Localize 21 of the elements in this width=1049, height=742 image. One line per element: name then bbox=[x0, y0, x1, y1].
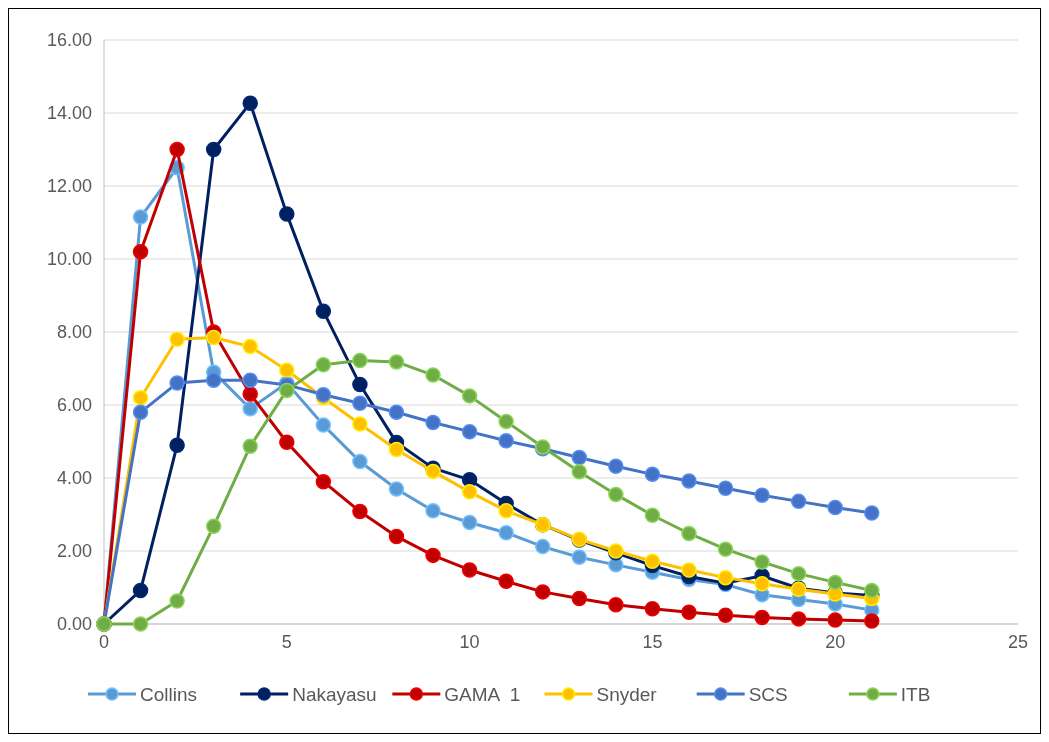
y-tick-label: 14.00 bbox=[46, 103, 92, 123]
y-tick-label: 12.00 bbox=[46, 176, 92, 196]
legend-label: ITB bbox=[900, 683, 931, 705]
x-tick-label: 5 bbox=[281, 632, 292, 652]
y-tick-label: 0.00 bbox=[56, 614, 92, 634]
y-tick-label: 4.00 bbox=[56, 468, 92, 488]
x-tick-label: 0 bbox=[98, 632, 110, 652]
y-tick-label: 10.00 bbox=[46, 249, 92, 269]
legend-label: GAMA 1 bbox=[444, 683, 521, 705]
x-tick-label: 20 bbox=[825, 632, 846, 652]
y-tick-label: 6.00 bbox=[56, 395, 92, 415]
legend-label: SCS bbox=[748, 683, 788, 705]
y-tick-label: 2.00 bbox=[56, 541, 92, 561]
x-tick-label: 10 bbox=[459, 632, 480, 652]
legend-label: Nakayasu bbox=[292, 683, 377, 705]
x-tick-label: 25 bbox=[1007, 632, 1029, 652]
legend-label: Snyder bbox=[596, 683, 658, 705]
y-tick-label: 16.00 bbox=[46, 30, 92, 50]
legend-label: Collins bbox=[140, 683, 198, 705]
y-tick-label: 8.00 bbox=[56, 322, 92, 342]
x-tick-label: 15 bbox=[642, 632, 663, 652]
